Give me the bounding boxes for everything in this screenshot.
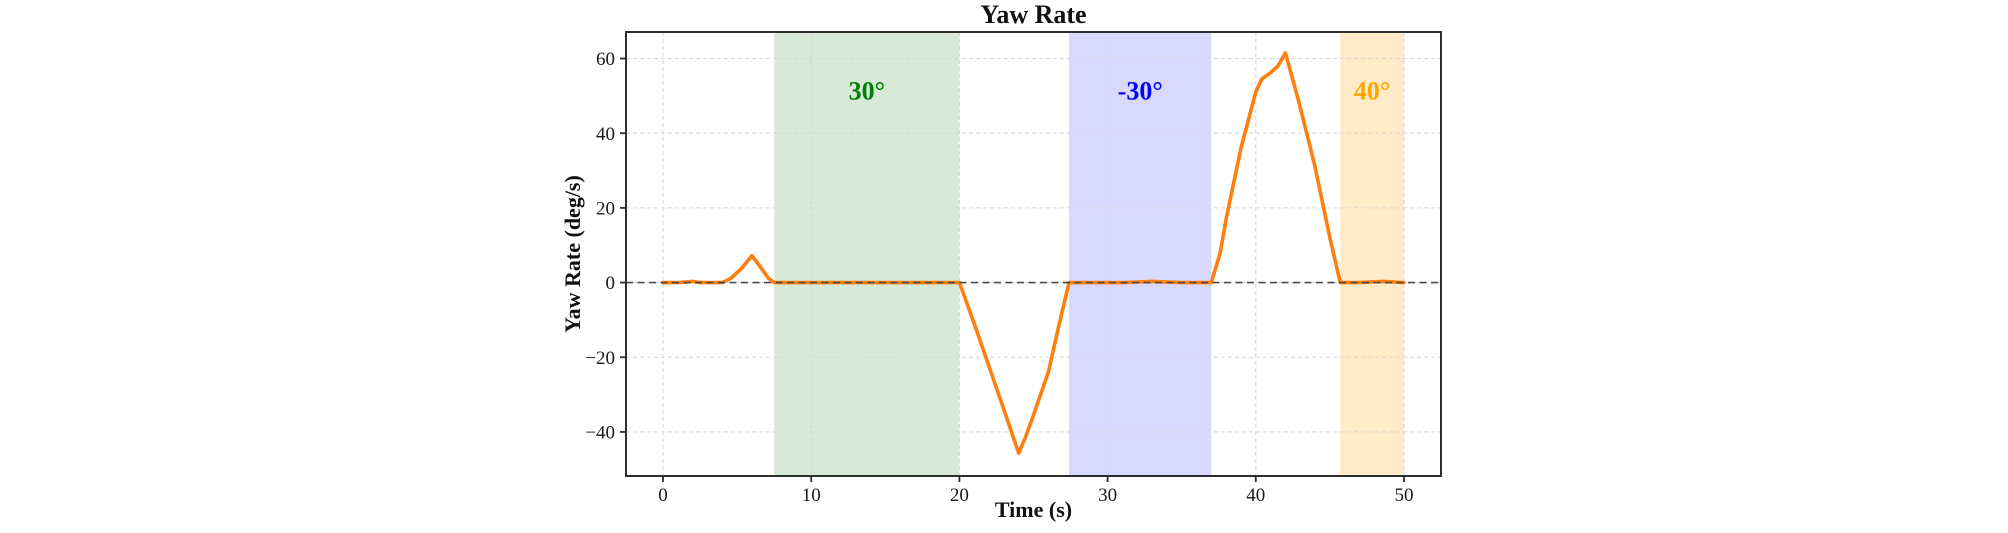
- shaded-region: [1340, 32, 1404, 476]
- shaded-region: [1069, 32, 1212, 476]
- yaw_rate-line: [661, 51, 1406, 456]
- chart-title: Yaw Rate: [980, 0, 1087, 29]
- x-axis-label: Time (s): [994, 497, 1073, 522]
- y-axis-label: Yaw Rate (deg/s): [560, 175, 585, 333]
- region-label: 30°: [849, 76, 885, 105]
- region-label: 40°: [1354, 76, 1390, 105]
- y-tick-label: 40: [596, 124, 615, 145]
- x-tick-label: 20: [950, 485, 969, 506]
- x-tick-label: 50: [1394, 485, 1413, 506]
- y-tick-label: −20: [585, 348, 615, 369]
- x-tick-label: 0: [658, 485, 668, 506]
- y-tick-label: 60: [596, 49, 615, 70]
- x-tick-label: 10: [802, 485, 821, 506]
- plot-area: 0 10 20 30 40 50 −40 −20 0 20 40 60 30° -30° 40°: [585, 31, 1442, 506]
- y-tick-label: −40: [585, 423, 615, 444]
- y-tick-label: 0: [606, 273, 616, 294]
- shaded-region: [774, 32, 960, 476]
- plot-border: [625, 31, 1442, 477]
- x-tick-label: 30: [1098, 485, 1117, 506]
- y-tick-label: 20: [596, 199, 615, 220]
- region-label: -30°: [1118, 76, 1163, 105]
- x-tick-label: 40: [1246, 485, 1265, 506]
